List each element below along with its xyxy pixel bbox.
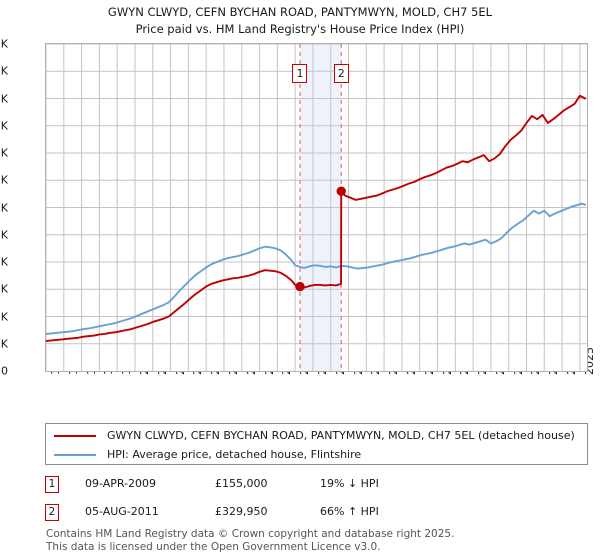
txn-price-2: £329,950 [215,505,268,518]
page-title: GWYN CLWYD, CEFN BYCHAN ROAD, PANTYMWYN,… [0,4,600,38]
y-axis-tick-label: £50K [0,337,8,351]
y-axis-tick-label: £550K [0,64,8,78]
txn-hpi-delta-1: 19% ↓ HPI [320,477,379,490]
y-axis-tick-label: £500K [0,92,8,105]
plot-area [45,43,588,372]
sale-point-dot [336,186,346,196]
chart-svg [46,44,587,371]
legend-swatch-hpi [54,453,96,456]
txn-date-2: 05-AUG-2011 [85,505,159,518]
y-axis-tick-label: £350K [0,173,8,187]
y-axis-tick-label: £250K [0,228,8,242]
table-row: 1 09-APR-2009 £155,000 19% ↓ HPI [45,476,588,496]
footer-line-2: This data is licensed under the Open Gov… [46,540,381,553]
txn-hpi-delta-2: 66% ↑ HPI [320,505,379,518]
y-axis-tick-label: £0 [0,364,8,378]
txn-price-1: £155,000 [215,477,268,490]
chart-container: £0 £50K £100K £150K £200K £250K £300K £350K £400… [0,37,596,378]
txn-index-2: 2 [45,504,59,521]
sale-marker-2[interactable]: 2 [333,64,349,83]
y-axis-tick-label: £100K [0,310,8,323]
title-line-2: Price paid vs. HM Land Registry's House … [135,22,465,36]
legend-item-hpi: HPI: Average price, detached house, Flin… [54,445,361,464]
y-axis-tick-label: £200K [0,255,8,269]
y-axis-tick-label: £450K [0,119,8,133]
sale-marker-1[interactable]: 1 [292,64,308,83]
series-line [46,202,587,335]
series-line [46,94,587,342]
legend-swatch-property [54,434,96,437]
title-line-1: GWYN CLWYD, CEFN BYCHAN ROAD, PANTYMWYN,… [107,5,493,19]
chart-legend: GWYN CLWYD, CEFN BYCHAN ROAD, PANTYMWYN,… [45,423,588,465]
legend-label-hpi: HPI: Average price, detached house, Flin… [107,448,362,461]
txn-date-1: 09-APR-2009 [85,477,157,490]
legend-item-property: GWYN CLWYD, CEFN BYCHAN ROAD, PANTYMWYN,… [54,426,575,445]
footer-line-1: Contains HM Land Registry data © Crown c… [46,528,455,540]
table-row: 2 05-AUG-2011 £329,950 66% ↑ HPI [45,504,588,524]
footer-attribution: Contains HM Land Registry data © Crown c… [46,528,594,553]
y-axis-tick-label: £600K [0,37,8,51]
sale-point-dot [295,281,305,292]
y-axis-tick-label: £400K [0,146,8,160]
y-axis-tick-label: £150K [0,282,8,296]
txn-index-1: 1 [45,476,59,493]
legend-label-property: GWYN CLWYD, CEFN BYCHAN ROAD, PANTYMWYN,… [107,429,575,442]
y-axis-tick-label: £300K [0,201,8,214]
